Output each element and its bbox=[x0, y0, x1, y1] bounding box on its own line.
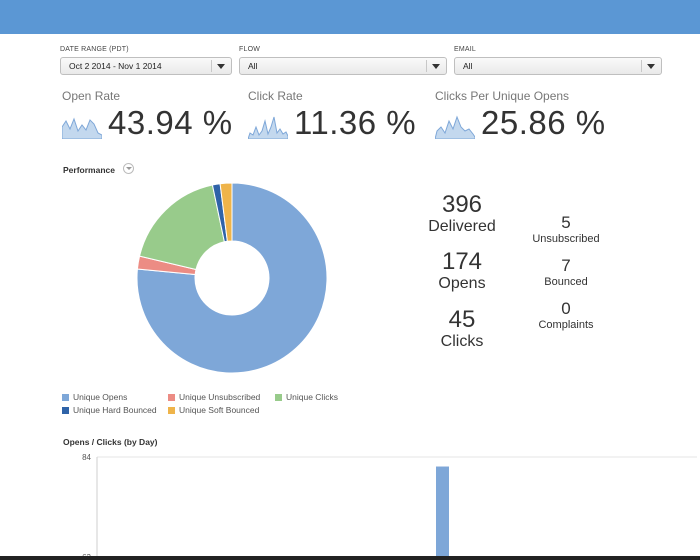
opens-clicks-bar-chart: 6384 bbox=[82, 453, 697, 560]
select-divider bbox=[426, 60, 427, 72]
date-range-select[interactable]: Oct 2 2014 - Nov 1 2014 bbox=[60, 57, 232, 75]
unsubscribed-label: Unsubscribed bbox=[532, 233, 600, 245]
performance-donut-chart bbox=[136, 182, 328, 374]
flow-filter: FLOW All bbox=[239, 46, 447, 75]
donut-slice-unique-clicks[interactable] bbox=[138, 184, 225, 271]
date-range-filter: DATE RANGE (PDT) Oct 2 2014 - Nov 1 2014 bbox=[60, 46, 232, 75]
chevron-down-icon bbox=[217, 64, 225, 69]
open-rate-value: 43.94 % bbox=[108, 104, 233, 141]
legend-label: Unique Hard Bounced bbox=[73, 405, 157, 415]
legend-label: Unique Opens bbox=[73, 392, 128, 402]
complaints-count: 0 bbox=[561, 299, 571, 318]
legend-item-unique-clicks[interactable]: Unique Clicks bbox=[275, 392, 338, 402]
donut-slice-unique-soft-bounced[interactable] bbox=[219, 182, 233, 242]
clicks-per-unique-opens-value: 25.86 % bbox=[481, 104, 606, 141]
top-header-bar bbox=[0, 0, 700, 34]
unsubscribed-count: 5 bbox=[561, 213, 571, 232]
legend-item-unique-opens[interactable]: Unique Opens bbox=[62, 392, 127, 402]
legend-label: Unique Unsubscribed bbox=[179, 392, 261, 402]
click-rate-label: Click Rate bbox=[248, 89, 303, 103]
complaints-label: Complaints bbox=[538, 319, 594, 331]
legend-swatch bbox=[62, 394, 69, 401]
open-rate-label: Open Rate bbox=[62, 89, 121, 103]
sparkline-icon bbox=[435, 115, 475, 139]
select-divider bbox=[641, 60, 642, 72]
legend-label: Unique Soft Bounced bbox=[179, 405, 260, 415]
flow-select[interactable]: All bbox=[239, 57, 447, 75]
y-tick-label: 84 bbox=[82, 453, 91, 462]
legend-item-unique-hard-bounced[interactable]: Unique Hard Bounced bbox=[62, 405, 157, 415]
clicks-per-unique-opens-label: Clicks Per Unique Opens bbox=[435, 89, 570, 103]
date-range-value: Oct 2 2014 - Nov 1 2014 bbox=[69, 61, 162, 71]
legend-swatch bbox=[168, 407, 175, 414]
legend-swatch bbox=[168, 394, 175, 401]
email-filter: EMAIL All bbox=[454, 46, 662, 75]
bounced-count: 7 bbox=[561, 256, 571, 275]
delivered-stat: 396 Delivered bbox=[412, 192, 512, 236]
legend-item-unique-soft-bounced[interactable]: Unique Soft Bounced bbox=[168, 405, 259, 415]
chevron-down-icon bbox=[432, 64, 440, 69]
donut-slice-unique-opens[interactable] bbox=[136, 182, 328, 374]
chevron-down-icon bbox=[647, 64, 655, 69]
clicks-label: Clicks bbox=[440, 333, 484, 350]
email-select[interactable]: All bbox=[454, 57, 662, 75]
sparkline-icon bbox=[248, 116, 288, 139]
bounced-label: Bounced bbox=[544, 276, 588, 288]
opens-count: 174 bbox=[441, 248, 483, 275]
performance-title: Performance bbox=[63, 165, 115, 175]
delivered-label: Delivered bbox=[428, 218, 496, 235]
opens-label: Opens bbox=[438, 275, 486, 292]
legend-item-unique-unsubscribed[interactable]: Unique Unsubscribed bbox=[168, 392, 260, 402]
email-label: EMAIL bbox=[454, 46, 477, 53]
clicks-per-unique-opens-metric: Clicks Per Unique Opens 25.86 % bbox=[435, 89, 606, 139]
bounced-stat: 7 Bounced bbox=[516, 256, 616, 289]
clicks-count: 45 bbox=[448, 306, 476, 333]
open-rate-metric: Open Rate 43.94 % bbox=[62, 89, 233, 139]
flow-label: FLOW bbox=[239, 46, 261, 53]
opens-stat: 174 Opens bbox=[412, 249, 512, 293]
date-range-label: DATE RANGE (PDT) bbox=[60, 46, 129, 53]
complaints-stat: 0 Complaints bbox=[516, 299, 616, 332]
legend-label: Unique Clicks bbox=[286, 392, 338, 402]
click-rate-metric: Click Rate 11.36 % bbox=[248, 89, 416, 139]
click-rate-value: 11.36 % bbox=[294, 104, 417, 141]
unsubscribed-stat: 5 Unsubscribed bbox=[516, 213, 616, 246]
legend-swatch bbox=[62, 407, 69, 414]
chevron-down-icon[interactable] bbox=[123, 163, 134, 174]
bottom-edge bbox=[0, 556, 700, 560]
delivered-count: 396 bbox=[441, 191, 483, 218]
email-value: All bbox=[463, 61, 473, 71]
legend-swatch bbox=[275, 394, 282, 401]
select-divider bbox=[211, 60, 212, 72]
flow-value: All bbox=[248, 61, 258, 71]
opens-clicks-title: Opens / Clicks (by Day) bbox=[63, 437, 158, 447]
sparkline-icon bbox=[62, 117, 102, 139]
clicks-stat: 45 Clicks bbox=[412, 307, 512, 351]
chart-bar[interactable] bbox=[436, 466, 449, 560]
